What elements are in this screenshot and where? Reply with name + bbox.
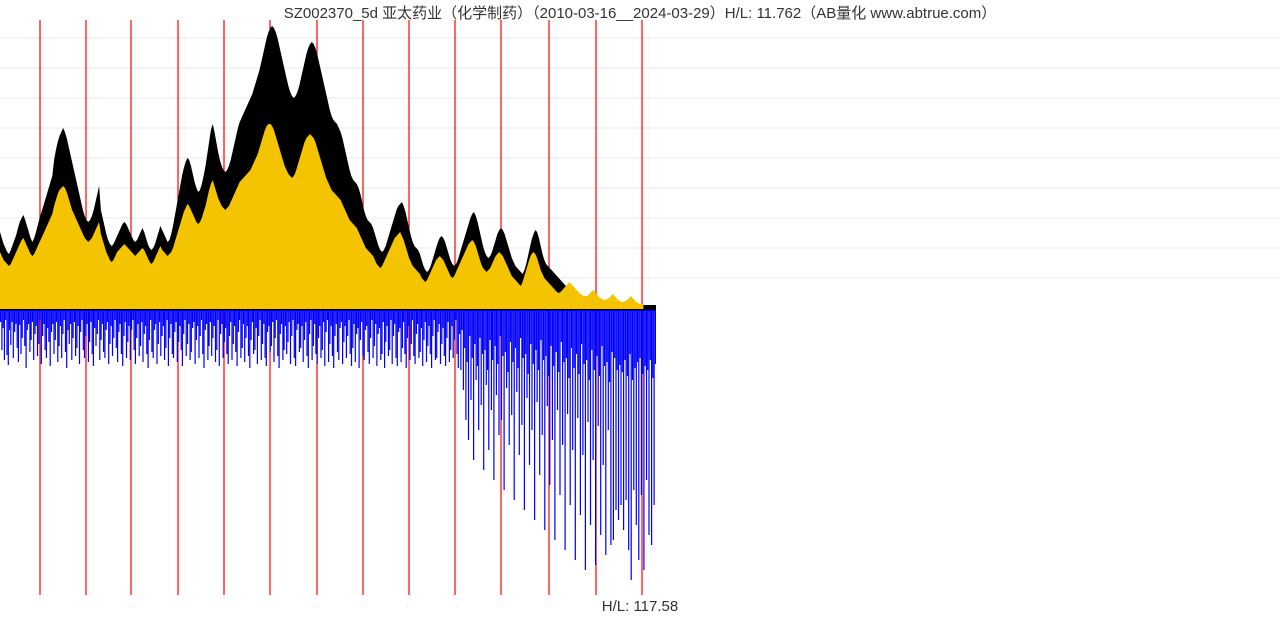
chart-canvas [0, 0, 1280, 620]
chart-title: SZ002370_5d 亚太药业（化学制药）（2010-03-16__2024-… [0, 2, 1280, 23]
chart-bottom-label: H/L: 117.58 [0, 598, 1280, 615]
stock-chart: SZ002370_5d 亚太药业（化学制药）（2010-03-16__2024-… [0, 0, 1280, 620]
